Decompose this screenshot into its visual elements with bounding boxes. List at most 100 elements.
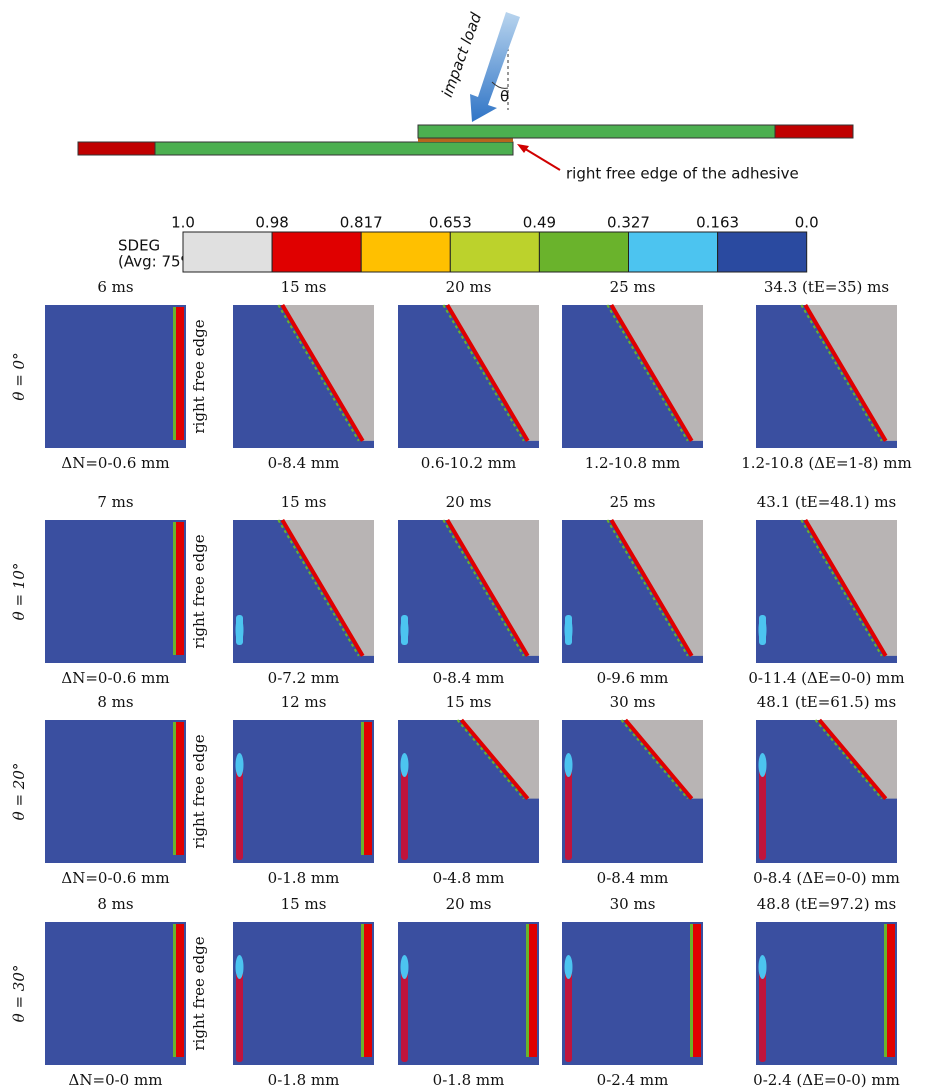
range-label: 0-8.4 mm	[597, 869, 669, 887]
edge-strip-rim	[690, 924, 693, 1057]
damage-front-edge	[606, 304, 689, 442]
left-spot	[565, 962, 572, 1062]
colorbar-tick: 0.327	[607, 214, 650, 232]
range-label: ΔN=0-0.6 mm	[61, 669, 169, 687]
damage-front-edge	[442, 304, 525, 442]
edge-arrowhead	[517, 144, 529, 153]
colorbar-segment	[538, 231, 630, 273]
left-spot-cap	[564, 753, 573, 777]
time-label: 25 ms	[610, 493, 656, 511]
damage-front	[459, 718, 530, 800]
time-label: 15 ms	[281, 895, 327, 913]
time-label: 30 ms	[610, 895, 656, 913]
range-label: 1.2-10.8 (ΔE=1-8) mm	[741, 454, 912, 472]
damage-front	[280, 303, 365, 442]
lower-plate	[154, 141, 514, 156]
time-label: 15 ms	[281, 493, 327, 511]
upper-plate	[417, 124, 776, 139]
adhesive	[418, 138, 513, 142]
time-label: 20 ms	[446, 493, 492, 511]
range-label: ΔN=0-0.6 mm	[61, 869, 169, 887]
time-label: 6 ms	[97, 278, 133, 296]
range-label: 0-7.2 mm	[268, 669, 340, 687]
left-spot-cap	[235, 616, 244, 644]
damage-front	[803, 303, 888, 442]
damage-front	[803, 518, 888, 657]
damage-zone	[625, 720, 703, 799]
edge-strip	[529, 924, 537, 1057]
time-label: 12 ms	[281, 693, 327, 711]
panel	[45, 922, 186, 1065]
load-arrow	[470, 12, 520, 122]
left-spot-cap	[400, 955, 409, 979]
colorbar-tick: 1.0	[171, 214, 195, 232]
left-spot	[401, 760, 408, 860]
range-label: ΔN=0-0.6 mm	[61, 454, 169, 472]
time-label: 30 ms	[610, 693, 656, 711]
edge-strip-rim	[526, 924, 529, 1057]
panel	[233, 720, 374, 863]
damage-front	[445, 518, 530, 657]
colorbar-title: SDEG	[118, 237, 160, 255]
damage-front-edge	[620, 719, 689, 800]
colorbar-tick: 0.49	[523, 214, 556, 232]
panel-grid: θ = 0° right free edge 6 ms ΔN=0-0.6 mm 15 m…	[10, 278, 912, 1088]
range-label: 0-1.8 mm	[433, 1071, 505, 1088]
joint-diagram: impact load θ right free edge of the adh…	[77, 10, 854, 183]
left-spot	[565, 760, 572, 860]
left-spot	[401, 962, 408, 1062]
range-label: 0-8.4 mm	[268, 454, 340, 472]
panel	[45, 720, 186, 863]
time-label: 15 ms	[446, 693, 492, 711]
row-label: θ = 30°	[10, 965, 28, 1023]
colorbar-segment	[628, 231, 719, 273]
edge-strip-rim	[361, 722, 364, 855]
range-label: 0-2.4 (ΔE=0-0) mm	[753, 1071, 900, 1088]
damage-front	[609, 303, 694, 442]
range-label: 0-1.8 mm	[268, 869, 340, 887]
left-spot-cap	[758, 616, 767, 644]
time-label: 8 ms	[97, 895, 133, 913]
angle-label: θ	[500, 88, 509, 106]
range-label: ΔN=0-0 mm	[69, 1071, 163, 1088]
time-label: 7 ms	[97, 493, 133, 511]
damage-front-edge	[442, 519, 525, 657]
time-label: 8 ms	[97, 693, 133, 711]
left-spot-cap	[400, 616, 409, 644]
colorbar-subtitle: (Avg: 75%)	[118, 253, 201, 271]
damage-zone	[819, 720, 897, 799]
colorbar-tick: 0.653	[429, 214, 472, 232]
range-label: 0-11.4 (ΔE=0-0) mm	[748, 669, 904, 687]
range-label: 0-8.4 (ΔE=0-0) mm	[753, 869, 900, 887]
edge-strip-rim	[173, 722, 176, 855]
colorbar-tick: 0.0	[795, 214, 819, 232]
colorbar-segment	[271, 231, 362, 273]
side-label: right free edge	[190, 534, 208, 648]
colorbar-tick: 0.163	[696, 214, 739, 232]
colorbar: SDEG (Avg: 75%) 1.0 0.98 0.817 0.653 0.49 0.3…	[118, 214, 819, 273]
damage-zone	[805, 520, 897, 656]
side-label: right free edge	[190, 734, 208, 848]
upper-tab	[774, 124, 854, 139]
time-label: 43.1 (tE=48.1) ms	[757, 493, 897, 511]
time-label: 48.1 (tE=61.5) ms	[757, 693, 897, 711]
damage-zone	[447, 520, 539, 656]
time-label: 34.3 (tE=35) ms	[764, 278, 889, 296]
range-label: 0-4.8 mm	[433, 869, 505, 887]
edge-strip	[364, 924, 372, 1057]
damage-front-edge	[800, 519, 883, 657]
edge-strip	[176, 924, 184, 1057]
left-spot	[236, 962, 243, 1062]
edge-strip	[693, 924, 701, 1057]
damage-front-edge	[800, 304, 883, 442]
load-label: impact load	[438, 10, 485, 100]
range-label: 0-1.8 mm	[268, 1071, 340, 1088]
damage-front	[445, 303, 530, 442]
colorbar-segment	[717, 231, 808, 273]
left-spot-cap	[758, 753, 767, 777]
left-spot-cap	[400, 753, 409, 777]
time-label: 20 ms	[446, 278, 492, 296]
lower-tab	[77, 141, 156, 156]
damage-zone	[461, 720, 539, 799]
